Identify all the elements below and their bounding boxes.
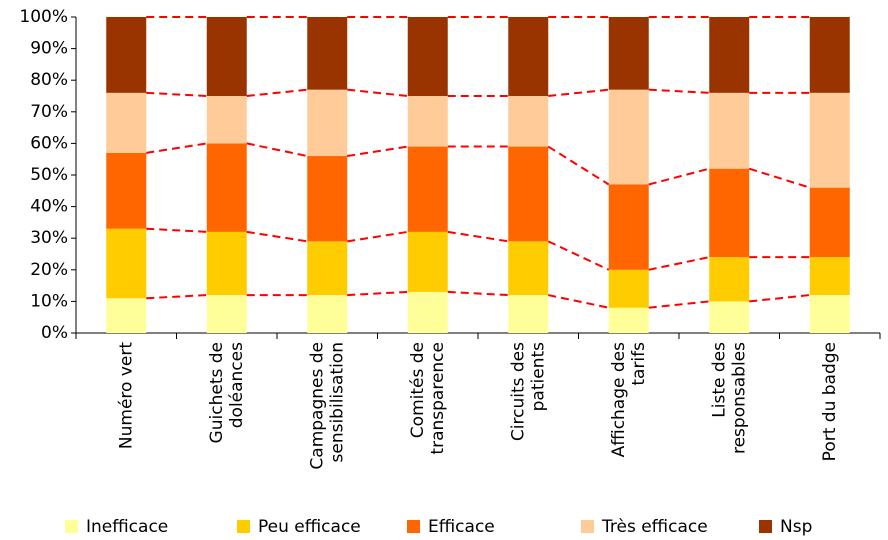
bar-segment bbox=[709, 92, 750, 169]
legend-label: Peu efficace bbox=[258, 517, 361, 537]
bar-segment bbox=[508, 241, 549, 296]
bar-segment bbox=[106, 92, 147, 153]
connector bbox=[347, 230, 408, 243]
connector bbox=[749, 294, 810, 303]
x-tick-label: Liste desresponsables bbox=[709, 342, 749, 454]
connector bbox=[246, 88, 308, 97]
bar-segment bbox=[307, 89, 348, 157]
bar-segment bbox=[106, 298, 147, 333]
bar-segment bbox=[106, 228, 147, 299]
bar-segment bbox=[307, 241, 348, 296]
connector bbox=[347, 145, 408, 158]
bar-segment bbox=[709, 168, 750, 258]
bar-segment bbox=[608, 269, 649, 308]
x-tick-label: Campagnes desensibilisation bbox=[307, 342, 347, 470]
y-tick-label: 40% bbox=[30, 197, 68, 217]
legend-swatch bbox=[581, 520, 594, 533]
bar-segment bbox=[809, 257, 850, 296]
x-tick-label: Guichets dedoléances bbox=[207, 342, 247, 444]
legend-label: Inefficace bbox=[86, 517, 168, 537]
bar-segment bbox=[206, 295, 247, 333]
bar-segment bbox=[709, 17, 750, 93]
bar-segment bbox=[508, 295, 549, 333]
bar-segment bbox=[608, 184, 649, 270]
connector bbox=[547, 145, 610, 186]
bar-segment bbox=[407, 146, 448, 232]
bar-segment bbox=[508, 96, 549, 147]
connector bbox=[748, 167, 811, 189]
connector bbox=[648, 88, 710, 94]
legend-swatch bbox=[237, 520, 250, 533]
y-tick-label: 50% bbox=[30, 165, 68, 185]
connector bbox=[547, 240, 610, 271]
connector bbox=[648, 256, 710, 271]
bar-segment bbox=[809, 17, 850, 93]
connector bbox=[347, 290, 408, 297]
connector bbox=[347, 88, 408, 97]
connector bbox=[548, 88, 609, 97]
bar-segment bbox=[809, 187, 850, 258]
bar-segment bbox=[608, 307, 649, 333]
connector bbox=[146, 227, 207, 233]
x-tick-label: Circuits despatients bbox=[508, 342, 548, 441]
bar-segment bbox=[608, 17, 649, 90]
connector bbox=[447, 230, 509, 243]
bar-segment bbox=[709, 257, 750, 302]
y-tick-label: 90% bbox=[30, 39, 68, 59]
legend-label: Très efficace bbox=[601, 517, 708, 537]
connector bbox=[146, 142, 207, 154]
legend-label: Nsp bbox=[780, 517, 812, 537]
bar-segment bbox=[407, 291, 448, 333]
connector bbox=[246, 230, 308, 243]
y-tick-label: 10% bbox=[30, 291, 68, 311]
bar-segment bbox=[407, 17, 448, 96]
bar-segment bbox=[206, 231, 247, 296]
bar-segment bbox=[206, 96, 247, 144]
connector bbox=[447, 290, 509, 297]
connector bbox=[648, 167, 710, 186]
bar-segment bbox=[809, 92, 850, 188]
bar-segment bbox=[307, 156, 348, 242]
bar-segment bbox=[206, 143, 247, 232]
bar-segment bbox=[106, 152, 147, 229]
bar-segment bbox=[407, 96, 448, 147]
bar-segment bbox=[307, 17, 348, 90]
y-tick-label: 80% bbox=[30, 70, 68, 90]
bar-segment bbox=[106, 17, 147, 93]
bar-segment bbox=[608, 89, 649, 185]
y-tick-label: 30% bbox=[30, 228, 68, 248]
x-tick-label: Port du badge bbox=[820, 342, 840, 461]
bar-segment bbox=[407, 231, 448, 292]
connector bbox=[246, 142, 308, 158]
legend-label: Efficace bbox=[428, 517, 495, 537]
bar-segment bbox=[508, 17, 549, 96]
y-tick-label: 60% bbox=[30, 133, 68, 153]
x-tick-label: Affichage destarifs bbox=[609, 342, 649, 458]
bar-segment bbox=[206, 17, 247, 96]
connector bbox=[146, 294, 207, 300]
legend-swatch bbox=[407, 520, 420, 533]
bar-segment bbox=[307, 295, 348, 333]
legend-swatch bbox=[759, 520, 772, 533]
connector bbox=[146, 91, 207, 97]
bar-segment bbox=[809, 295, 850, 333]
y-tick-label: 70% bbox=[30, 102, 68, 122]
connector bbox=[648, 300, 710, 309]
y-tick-label: 20% bbox=[30, 260, 68, 280]
legend-swatch bbox=[65, 520, 78, 533]
connector bbox=[548, 294, 609, 309]
x-tick-label: Numéro vert bbox=[116, 342, 136, 449]
y-tick-label: 100% bbox=[19, 7, 68, 27]
bar-segment bbox=[709, 301, 750, 333]
y-tick-label: 0% bbox=[41, 323, 68, 343]
bar-segment bbox=[508, 146, 549, 242]
x-tick-label: Comités detransparence bbox=[408, 342, 448, 455]
